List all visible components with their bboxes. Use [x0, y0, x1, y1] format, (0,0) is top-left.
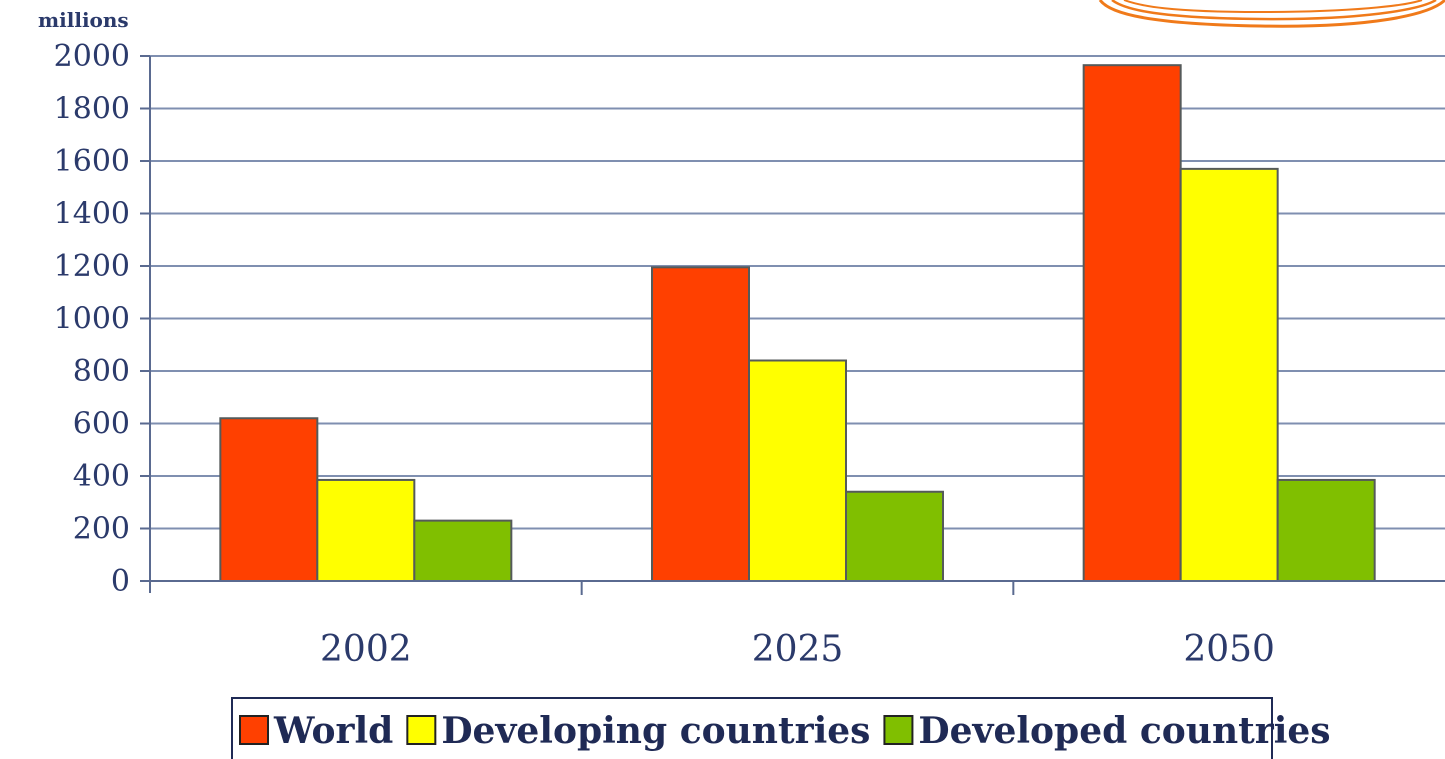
bar-2025-developed-countries: [845, 490, 944, 582]
legend-swatch: [406, 715, 437, 745]
y-tick-label: 200: [73, 512, 130, 547]
legend-box: [231, 697, 1273, 759]
bar-2050-developing-countries: [1179, 167, 1279, 582]
y-tick-label: 1200: [54, 249, 130, 284]
y-tick-label: 800: [73, 354, 130, 389]
y-tick-label: 1400: [54, 197, 130, 232]
y-tick-label: 1800: [54, 92, 130, 127]
legend-label: World: [273, 710, 393, 752]
legend-label: Developed countries: [918, 710, 1330, 752]
bar-2050-world: [1082, 64, 1182, 582]
bar-2002-world: [219, 417, 319, 582]
bar-2025-developing-countries: [748, 359, 847, 582]
y-tick-label: 400: [73, 459, 130, 494]
x-category-label: 2050: [1183, 629, 1275, 670]
y-tick-label: 1000: [54, 302, 130, 337]
bar-2050-developed-countries: [1276, 478, 1376, 582]
bar-2002-developing-countries: [316, 478, 416, 582]
legend: World Developing countries Developed count…: [231, 697, 1331, 759]
axes: [149, 56, 1445, 595]
gridlines: [150, 55, 1445, 530]
legend-swatch: [239, 715, 269, 745]
x-category-label: 2002: [320, 629, 412, 670]
y-tick-label: 0: [111, 564, 130, 599]
legend-swatch: [883, 715, 914, 745]
y-tick-label: 2000: [54, 39, 130, 74]
stamp-decoration: [1098, 0, 1445, 28]
y-axis-ticks: 0 200 400 600 800 1000 1200 1400 1600 1800 2000: [54, 39, 150, 599]
bar-2025-world: [651, 266, 750, 582]
y-tick-label: 1600: [54, 144, 130, 179]
y-tick-label: 600: [73, 407, 130, 442]
y-unit-label: millions: [38, 8, 129, 32]
bar-2002-developed-countries: [413, 519, 513, 582]
legend-label: Developing countries: [441, 710, 870, 752]
x-category-label: 2025: [752, 629, 844, 670]
x-axis-categories: 2002 2025 2050: [320, 629, 1275, 670]
bars: [219, 64, 1376, 582]
